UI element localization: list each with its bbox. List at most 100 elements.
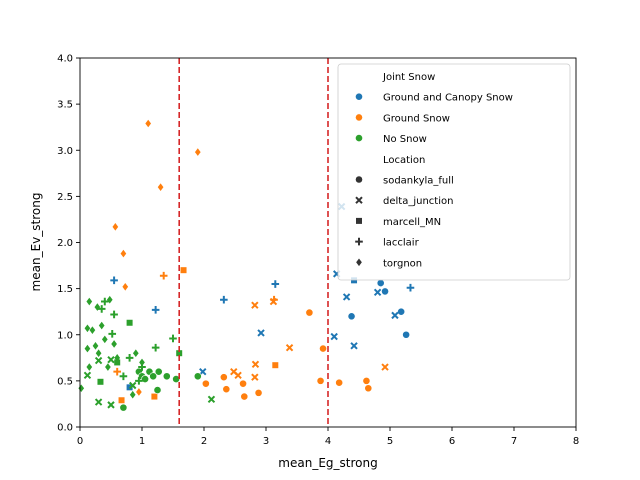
data-point <box>118 397 125 404</box>
data-point <box>347 312 356 321</box>
legend-box <box>337 63 571 281</box>
data-point <box>106 295 113 304</box>
data-point <box>98 321 105 330</box>
legend-marker <box>355 92 363 101</box>
x-tick-label: 7 <box>511 436 517 447</box>
data-point <box>126 319 133 326</box>
data-point <box>114 359 121 366</box>
data-point <box>101 297 109 306</box>
data-point <box>194 148 201 156</box>
data-point <box>169 334 177 343</box>
data-point <box>89 326 96 334</box>
y-axis-label: mean_Ev_strong <box>29 193 43 292</box>
legend-label: torgnon <box>383 258 422 269</box>
data-point <box>114 354 121 362</box>
legend: Joint Snow Ground and Canopy Snow Ground S… <box>337 63 571 281</box>
data-points <box>78 119 415 412</box>
data-point <box>373 288 382 297</box>
data-point <box>84 344 91 353</box>
legend-label: No Snow <box>383 134 427 145</box>
data-point <box>381 363 389 371</box>
data-point <box>176 350 183 357</box>
data-point <box>180 267 187 274</box>
x-tick-label: 5 <box>387 436 393 447</box>
data-point <box>153 386 162 394</box>
data-point <box>397 307 406 316</box>
data-point <box>112 223 119 231</box>
legend-marker <box>356 258 362 267</box>
data-point <box>272 362 279 369</box>
legend-marker <box>355 196 363 204</box>
data-point <box>110 276 118 285</box>
data-point <box>135 377 143 385</box>
data-point <box>172 375 180 383</box>
data-point <box>141 375 149 383</box>
legend-title: Joint Snow <box>382 72 435 83</box>
data-point <box>335 378 344 387</box>
x-tick-label: 2 <box>201 436 207 447</box>
legend-label: marcell_MN <box>383 217 441 228</box>
data-point <box>151 343 160 352</box>
data-point <box>251 301 259 309</box>
legend-title: Location <box>383 155 425 166</box>
y-tick-label: 3.0 <box>57 146 73 157</box>
data-point <box>125 354 134 362</box>
data-point <box>251 360 260 368</box>
legend-label: sodankyla_full <box>383 176 454 187</box>
data-point <box>119 372 128 381</box>
y-tick-label: 2.0 <box>57 238 73 249</box>
x-tick-label: 4 <box>325 436 331 447</box>
data-point <box>222 385 231 394</box>
data-point <box>94 356 103 365</box>
data-point <box>376 279 385 287</box>
data-point <box>162 372 171 381</box>
y-tick-label: 1.0 <box>57 330 73 341</box>
legend-marker <box>355 113 363 122</box>
data-point <box>136 388 142 396</box>
data-point <box>119 403 128 412</box>
data-point <box>122 282 129 291</box>
axes: 0 1 2 3 4 5 6 7 8 0.0 0.5 1.0 1.5 2.0 2.5 3.0 3.5 4.0 <box>57 54 579 448</box>
legend-marker <box>356 217 362 224</box>
x-tick-label: 0 <box>77 436 83 447</box>
data-point <box>149 372 158 381</box>
x-tick-label: 6 <box>449 436 455 447</box>
legend-label: lacclair <box>383 238 420 249</box>
data-point <box>97 378 104 385</box>
data-point <box>139 358 145 367</box>
data-point <box>391 311 399 320</box>
y-tick-label: 2.5 <box>57 192 73 203</box>
legend-label: delta_junction <box>383 196 453 207</box>
data-point <box>129 390 136 399</box>
data-point <box>92 342 99 350</box>
data-point <box>94 398 103 406</box>
data-point <box>362 376 371 385</box>
legend-marker <box>355 175 363 184</box>
data-point <box>154 367 163 376</box>
data-point <box>342 293 351 301</box>
data-point <box>111 340 117 348</box>
x-tick-label: 3 <box>263 436 269 447</box>
data-point <box>402 330 411 339</box>
y-tick-label: 4.0 <box>57 54 73 65</box>
data-point <box>305 308 314 317</box>
data-point <box>151 393 158 400</box>
data-point <box>120 249 127 258</box>
data-point <box>219 373 228 382</box>
data-point <box>220 295 228 304</box>
data-point <box>254 388 263 397</box>
x-tick-label: 8 <box>573 436 579 447</box>
data-point <box>107 401 115 409</box>
legend-label: Ground Snow <box>383 113 450 124</box>
data-point <box>83 371 92 380</box>
data-point <box>95 349 102 357</box>
data-point <box>78 384 85 393</box>
data-point <box>105 363 111 371</box>
data-point <box>201 379 210 388</box>
data-point <box>350 342 358 350</box>
data-point <box>159 271 168 280</box>
data-point <box>364 384 373 393</box>
data-point <box>381 287 389 296</box>
y-tick-label: 0.5 <box>57 376 73 387</box>
data-point <box>207 395 216 404</box>
